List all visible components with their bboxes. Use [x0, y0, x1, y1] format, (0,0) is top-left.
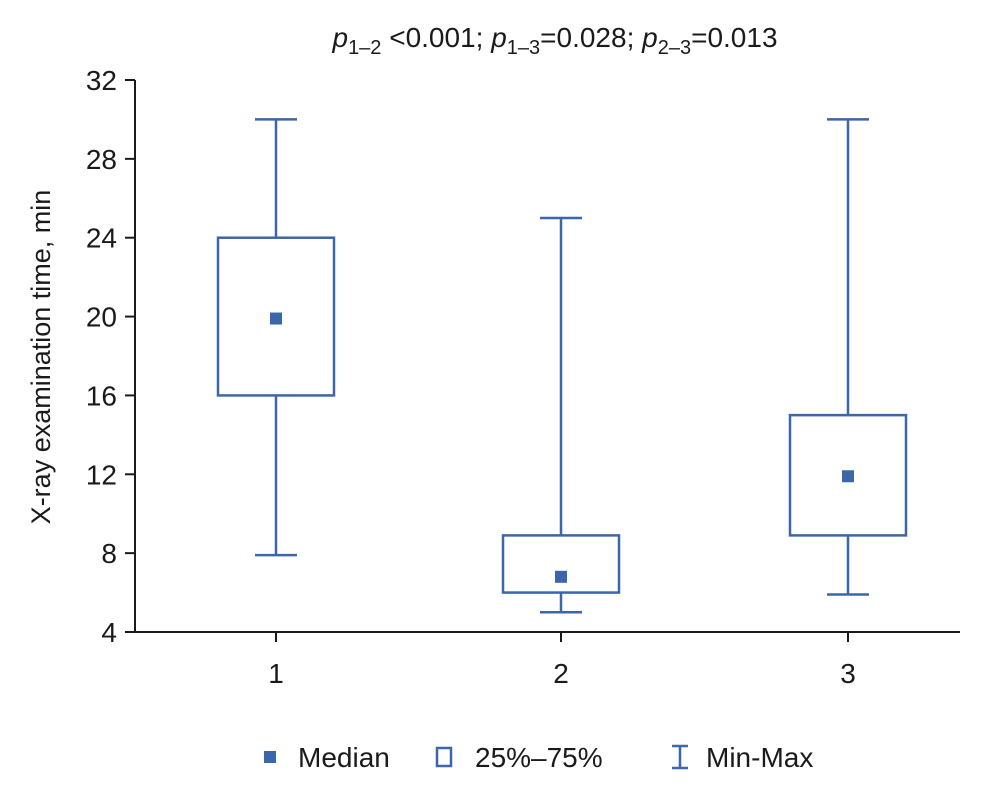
chart-title: p1–2 <0.001; p1–3=0.028; p2–3=0.013 [331, 22, 777, 59]
box-group-2 [501, 216, 621, 614]
y-tick-label: 4 [101, 617, 117, 648]
legend-item-25-75-: 25%–75% [435, 742, 603, 773]
y-tick-label: 12 [86, 459, 117, 490]
legend-median-icon [264, 751, 276, 763]
y-tick-label: 32 [86, 65, 117, 96]
median-marker [555, 570, 567, 583]
iqr-box [501, 534, 621, 594]
x-tick-label: 2 [553, 658, 569, 689]
legend-label: 25%–75% [475, 742, 603, 773]
title-part: 1–3 [507, 37, 540, 59]
x-tick-label: 1 [268, 658, 284, 689]
legend: Median 25%–75% Min-Max [264, 742, 813, 773]
legend-label: Min-Max [706, 742, 813, 773]
box-group-1 [216, 118, 336, 557]
legend-item-min-max: Min-Max [672, 742, 813, 773]
y-axis: 4 8 12 16 20 24 28 32 [86, 65, 136, 648]
y-axis-label: X-ray examination time, min [26, 190, 56, 525]
title-part: =0.013 [691, 22, 777, 53]
y-tick-label: 24 [86, 223, 117, 254]
title-part: p [641, 22, 658, 53]
box-group-3 [788, 118, 908, 596]
legend-box-icon [435, 746, 453, 768]
x-tick-label: 3 [840, 658, 856, 689]
title-part: p [331, 22, 348, 53]
boxes-layer [216, 118, 908, 614]
median-marker [270, 312, 282, 325]
title-part: 2–3 [658, 37, 691, 59]
title-part: <0.001; [381, 22, 491, 53]
y-tick-label: 16 [86, 380, 117, 411]
y-tick-label: 8 [101, 538, 117, 569]
legend-label: Median [298, 742, 390, 773]
x-axis: 1 2 3 [135, 631, 960, 689]
median-marker [842, 470, 854, 483]
legend-item-median: Median [264, 742, 390, 773]
title-part: 1–2 [348, 37, 381, 59]
title-part: =0.028; [540, 22, 642, 53]
title-part: p [490, 22, 507, 53]
y-tick-label: 28 [86, 144, 117, 175]
y-tick-label: 20 [86, 302, 117, 333]
